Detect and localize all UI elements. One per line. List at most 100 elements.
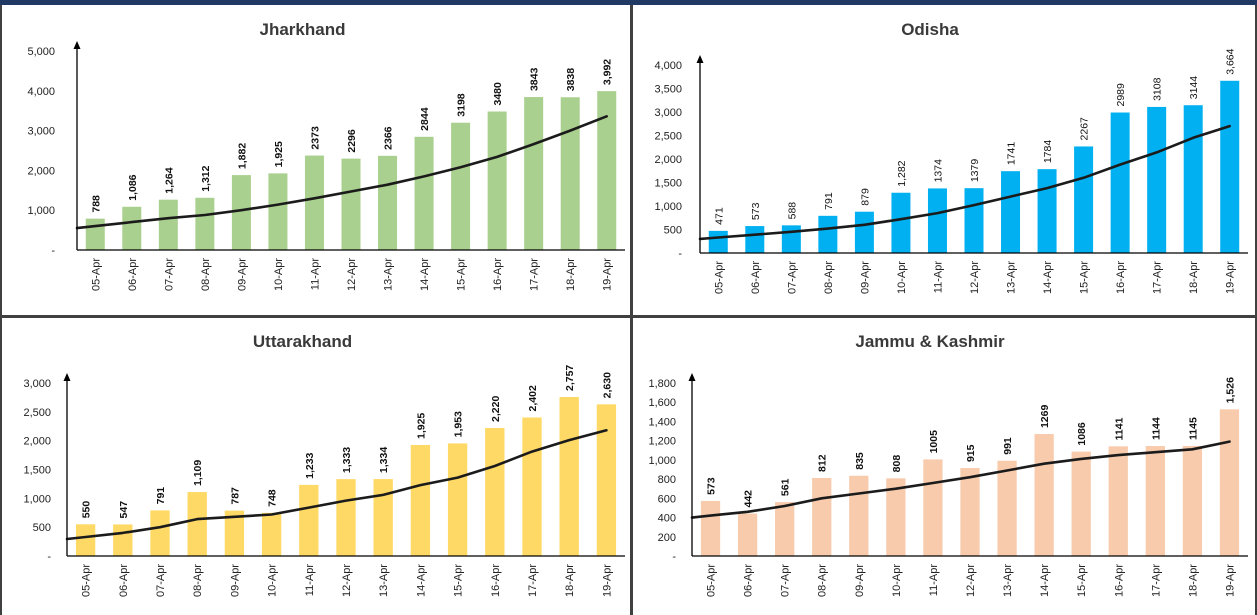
bar-18-Apr: [1183, 105, 1203, 254]
x-tick-label: 18-Apr: [1188, 261, 1200, 294]
x-tick-label: 18-Apr: [1187, 564, 1199, 597]
y-axis-arrow: [688, 373, 696, 381]
x-tick-label: 16-Apr: [1113, 564, 1125, 597]
x-tick-label: 15-Apr: [1079, 261, 1091, 294]
y-tick-label: 1,400: [648, 416, 676, 428]
x-tick-label: 13-Apr: [1002, 564, 1014, 597]
y-axis-arrow: [73, 41, 81, 49]
y-tick-label: 800: [658, 474, 676, 486]
data-label: 991: [1002, 437, 1014, 455]
bar-15-Apr: [1071, 451, 1091, 556]
bar-06-Apr: [745, 226, 765, 253]
bar-05-Apr: [708, 230, 728, 253]
bar-15-Apr: [447, 443, 468, 556]
data-label: 3198: [456, 93, 468, 117]
data-label: 3480: [492, 82, 504, 106]
x-tick-label: 05-Apr: [90, 258, 102, 291]
x-tick-label: 08-Apr: [192, 564, 204, 597]
bar-19-Apr: [1219, 409, 1240, 556]
x-tick-label: 13-Apr: [378, 564, 390, 597]
data-label: 2844: [419, 107, 431, 131]
x-tick-label: 15-Apr: [453, 564, 465, 597]
bar-13-Apr: [373, 479, 393, 556]
bar-18-Apr: [559, 397, 579, 556]
data-label: 1005: [928, 430, 940, 454]
left-border: [0, 5, 2, 615]
bar-14-Apr: [410, 444, 431, 556]
x-tick-label: 12-Apr: [969, 261, 981, 294]
data-label: 1374: [932, 159, 944, 183]
data-label: 1,086: [127, 174, 139, 200]
data-label: 1,312: [200, 165, 212, 191]
x-tick-label: 05-Apr: [713, 261, 725, 294]
x-tick-label: 13-Apr: [383, 258, 395, 291]
data-label: 561: [780, 478, 792, 496]
bar-05-Apr: [700, 500, 721, 556]
data-label: 1784: [1042, 140, 1054, 164]
y-tick-label: 1,200: [648, 436, 676, 448]
bar-08-Apr: [195, 197, 215, 250]
bar-12-Apr: [341, 158, 361, 250]
data-label: 3,664: [1225, 48, 1237, 74]
data-label: 1269: [1039, 405, 1051, 429]
x-tick-label: 07-Apr: [786, 261, 798, 294]
data-label: 2373: [309, 126, 321, 150]
bar-16-Apr: [487, 111, 507, 250]
bar-11-Apr: [927, 188, 947, 253]
data-label: 1145: [1187, 417, 1199, 440]
x-tick-label: 19-Apr: [602, 258, 614, 291]
vertical-divider: [630, 5, 633, 615]
x-tick-label: 14-Apr: [419, 258, 431, 291]
bar-08-Apr: [187, 492, 207, 556]
x-tick-label: 19-Apr: [1225, 261, 1237, 294]
bar-09-Apr: [224, 510, 245, 556]
x-tick-label: 15-Apr: [456, 258, 468, 291]
chart-title: Uttarakhand: [253, 332, 352, 351]
bar-17-Apr: [522, 417, 542, 556]
y-tick-label: 500: [664, 225, 682, 237]
x-tick-label: 09-Apr: [854, 564, 866, 597]
y-tick-label: 4,000: [27, 86, 55, 98]
data-label: 3144: [1188, 76, 1200, 100]
bar-07-Apr: [150, 510, 170, 556]
data-label: 1,925: [273, 141, 285, 167]
data-label: 791: [155, 487, 167, 505]
x-tick-label: 09-Apr: [229, 564, 241, 597]
data-label: 788: [90, 195, 102, 213]
bar-19-Apr: [597, 91, 617, 250]
data-label: 1,264: [163, 167, 175, 193]
bar-09-Apr: [854, 211, 874, 253]
data-label: 787: [229, 487, 241, 505]
data-label: 1,282: [896, 160, 908, 186]
x-tick-label: 17-Apr: [1150, 564, 1162, 597]
x-tick-label: 07-Apr: [163, 258, 175, 291]
data-label: 1379: [969, 159, 981, 183]
data-label: 1141: [1113, 417, 1125, 440]
bar-14-Apr: [1037, 169, 1057, 253]
x-tick-label: 14-Apr: [415, 564, 427, 597]
x-tick-label: 07-Apr: [155, 564, 167, 597]
x-tick-label: 19-Apr: [1224, 564, 1236, 597]
data-label: 1,334: [378, 447, 390, 473]
bar-17-Apr: [1147, 106, 1167, 253]
y-tick-label: 1,000: [654, 201, 682, 213]
data-label: 2,630: [601, 372, 613, 398]
y-tick-label: 3,000: [27, 126, 55, 138]
y-tick-label: 400: [658, 513, 676, 525]
x-tick-label: 11-Apr: [309, 258, 321, 291]
data-label: 1,233: [304, 452, 316, 478]
y-tick-label: 1,500: [654, 178, 682, 190]
bar-12-Apr: [964, 188, 984, 253]
data-label: 588: [786, 202, 798, 220]
top-rule: [0, 0, 1257, 5]
data-label: 442: [743, 490, 755, 508]
bar-10-Apr: [886, 478, 906, 556]
x-tick-label: 16-Apr: [490, 564, 502, 597]
bar-18-Apr: [1182, 445, 1203, 556]
x-tick-label: 11-Apr: [932, 261, 944, 294]
y-tick-label: 2,000: [27, 165, 55, 177]
data-label: 3843: [529, 68, 541, 92]
bar-15-Apr: [451, 122, 471, 250]
bar-12-Apr: [336, 479, 356, 556]
x-tick-label: 17-Apr: [529, 258, 541, 291]
